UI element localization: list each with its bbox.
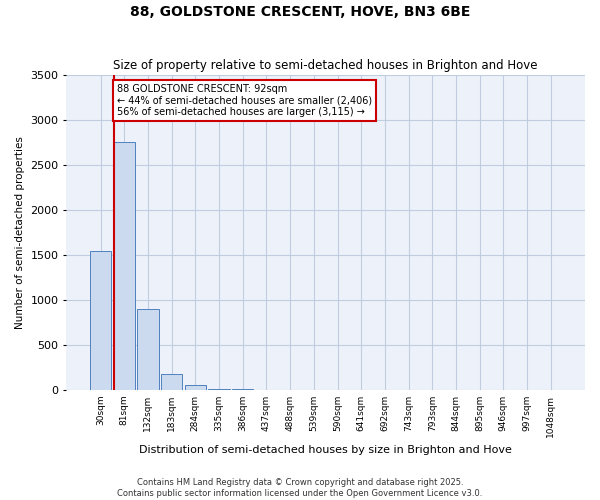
Bar (208, 389, 230, 390)
Y-axis label: Number of semi-detached properties: Number of semi-detached properties (15, 136, 25, 328)
Bar (113, 142, 135, 390)
X-axis label: Distribution of semi-detached houses by size in Brighton and Hove: Distribution of semi-detached houses by … (139, 445, 512, 455)
Text: 88, GOLDSTONE CRESCENT, HOVE, BN3 6BE: 88, GOLDSTONE CRESCENT, HOVE, BN3 6BE (130, 5, 470, 19)
Bar (137, 308, 158, 390)
Bar (90, 251, 111, 390)
Bar (161, 374, 182, 390)
Bar (185, 385, 206, 390)
Title: Size of property relative to semi-detached houses in Brighton and Hove: Size of property relative to semi-detach… (113, 59, 538, 72)
Text: Contains HM Land Registry data © Crown copyright and database right 2025.
Contai: Contains HM Land Registry data © Crown c… (118, 478, 482, 498)
Text: 88 GOLDSTONE CRESCENT: 92sqm
← 44% of semi-detached houses are smaller (2,406)
5: 88 GOLDSTONE CRESCENT: 92sqm ← 44% of se… (117, 84, 372, 117)
